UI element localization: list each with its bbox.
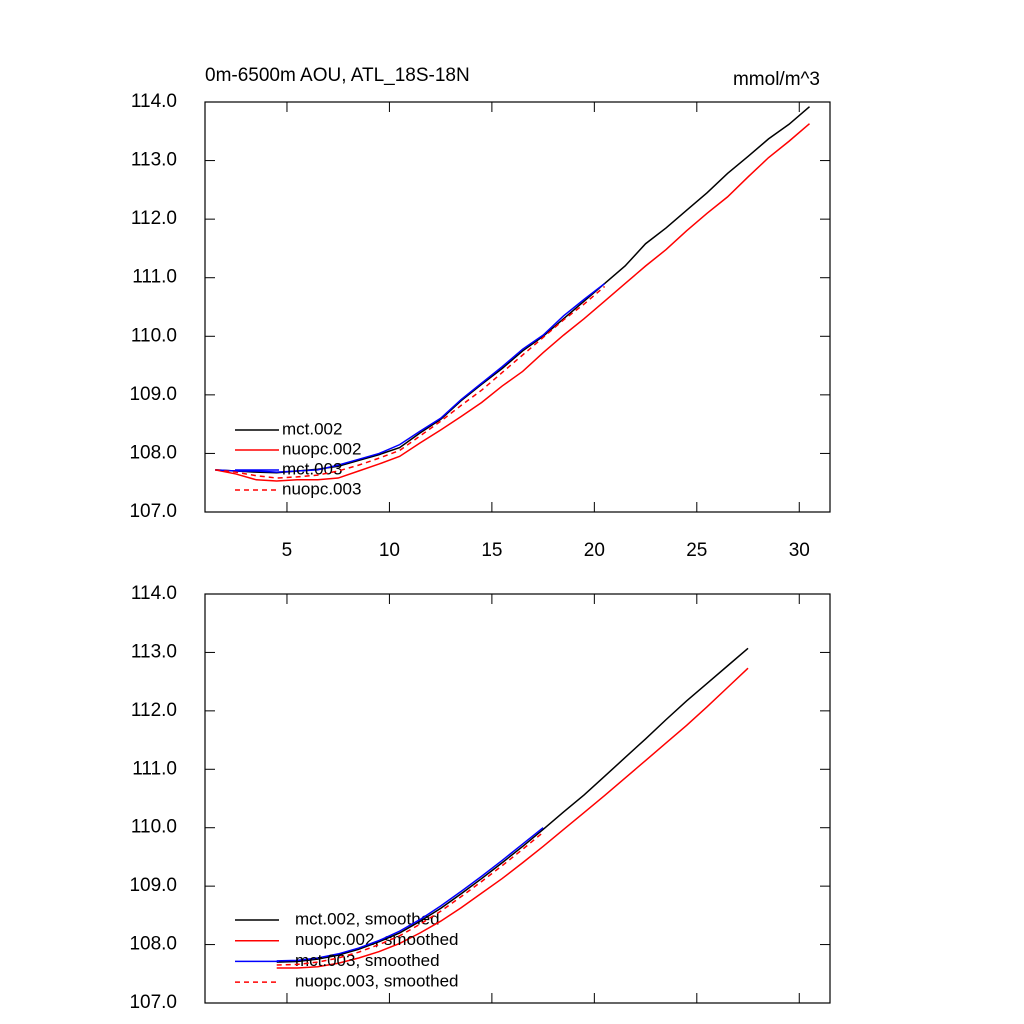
x-tick-label: 20 — [584, 540, 605, 561]
x-tick-label: 30 — [789, 540, 810, 561]
y-tick-label: 108.0 — [129, 442, 177, 463]
y-tick-label: 109.0 — [129, 384, 177, 405]
y-tick-label: 110.0 — [131, 325, 177, 346]
series-line — [276, 831, 544, 966]
y-tick-label: 107.0 — [129, 501, 177, 522]
y-tick-label: 113.0 — [131, 641, 177, 662]
y-tick-label: 114.0 — [131, 91, 177, 112]
plot-frame — [204, 593, 831, 1004]
y-tick-label: 112.0 — [131, 700, 177, 721]
y-tick-label: 112.0 — [131, 208, 177, 229]
legend-label: nuopc.003, smoothed — [295, 972, 459, 991]
series-line — [276, 667, 749, 969]
legend-label: nuopc.003 — [282, 479, 361, 498]
units-label: mmol/m^3 — [733, 69, 820, 90]
legend-label: mct.002 — [282, 419, 342, 438]
series-line — [215, 106, 810, 474]
x-tick-label: 5 — [282, 540, 293, 561]
y-tick-label: 110.0 — [131, 817, 177, 838]
legend-label: mct.003, smoothed — [295, 951, 440, 970]
y-tick-label: 108.0 — [129, 934, 177, 955]
y-tick-label: 107.0 — [129, 992, 177, 1013]
y-tick-label: 111.0 — [132, 267, 177, 288]
x-tick-label: 15 — [481, 540, 502, 561]
legend-label: nuopc.002 — [282, 439, 361, 458]
y-tick-label: 109.0 — [129, 875, 177, 896]
plot-frame — [204, 101, 831, 513]
y-tick-label: 113.0 — [131, 150, 177, 171]
chart-title: 0m-6500m AOU, ATL_18S-18N — [205, 65, 470, 86]
y-tick-label: 114.0 — [131, 583, 177, 604]
legend-label: nuopc.002, smoothed — [295, 930, 459, 949]
series-line — [215, 285, 606, 479]
series-line — [276, 647, 749, 963]
legend-label: mct.002, smoothed — [295, 909, 440, 928]
x-tick-label: 25 — [686, 540, 707, 561]
series-line — [215, 123, 810, 482]
legend-label: mct.003 — [282, 459, 342, 478]
x-tick-label: 10 — [379, 540, 400, 561]
y-tick-label: 111.0 — [132, 758, 177, 779]
series-line — [215, 282, 606, 473]
series-line — [276, 827, 544, 962]
